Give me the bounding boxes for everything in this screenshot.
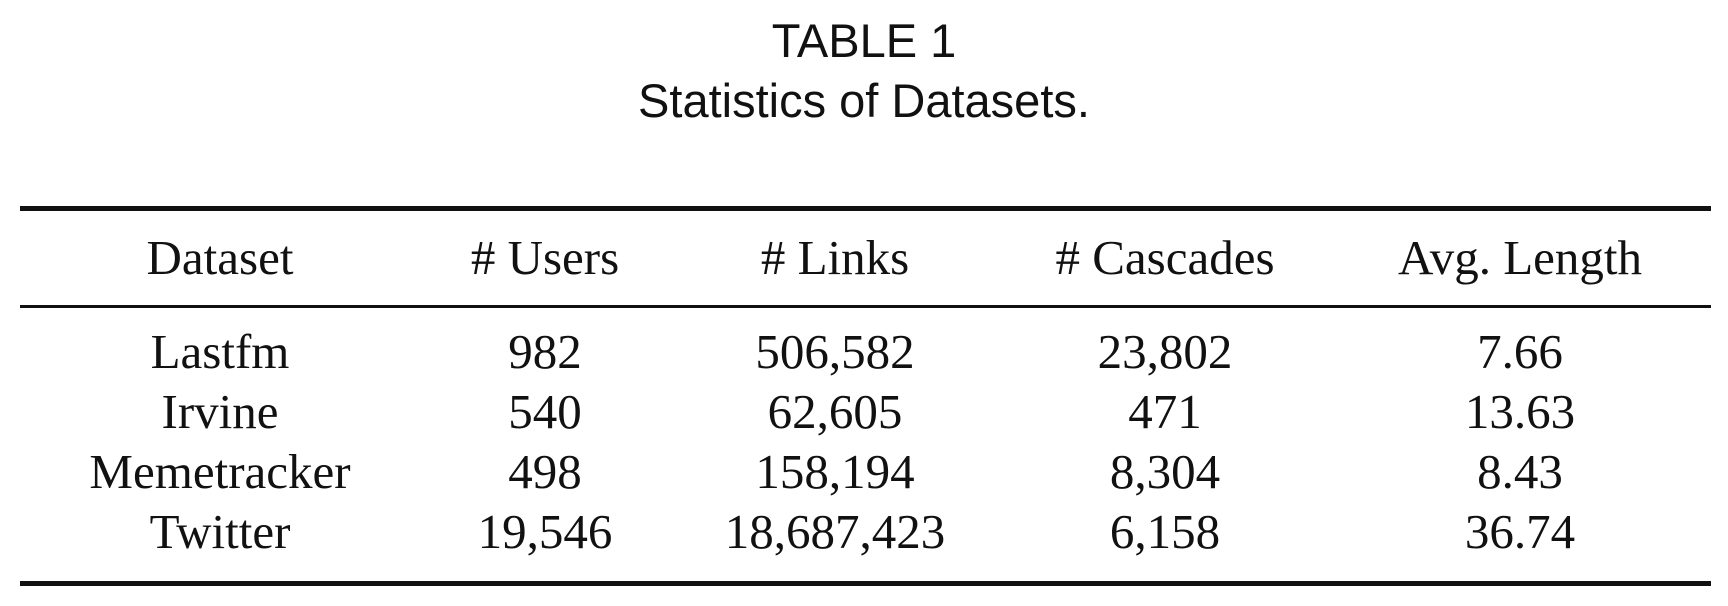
table-cell: 982	[508, 324, 582, 379]
column-header-avg-length: Avg. Length	[1397, 230, 1643, 285]
table-cell: 6,158	[1109, 504, 1221, 559]
table-cell: Memetracker	[89, 444, 351, 499]
table-cell: 18,687,423	[724, 504, 946, 559]
table-row: Memetracker 498 158,194 8,304 8.43	[0, 442, 1728, 502]
table-cell: 62,605	[767, 384, 903, 439]
table-cell: 498	[508, 444, 582, 499]
table-cell: 158,194	[755, 444, 915, 499]
column-header-dataset: Dataset	[146, 230, 294, 285]
table-cell: Irvine	[161, 384, 279, 439]
table-cell: 506,582	[755, 324, 915, 379]
table-cell: 19,546	[477, 504, 613, 559]
table-cell: 471	[1128, 384, 1202, 439]
table-row: Irvine 540 62,605 471 13.63	[0, 382, 1728, 442]
table-cell: Lastfm	[150, 324, 290, 379]
table-cell: 13.63	[1464, 384, 1576, 439]
column-header-cascades: # Cascades	[1055, 230, 1275, 285]
table-row: Twitter 19,546 18,687,423 6,158 36.74	[0, 502, 1728, 562]
table-header-row: Dataset # Users # Links # Cascades Avg. …	[0, 228, 1728, 288]
column-header-links: # Links	[760, 230, 910, 285]
table-row: Lastfm 982 506,582 23,802 7.66	[0, 322, 1728, 382]
table-cell: 8.43	[1477, 444, 1563, 499]
column-header-users: # Users	[470, 230, 620, 285]
table-title: Statistics of Datasets.	[638, 74, 1090, 127]
table-cell: 23,802	[1097, 324, 1233, 379]
table-cell: 8,304	[1109, 444, 1221, 499]
table-cell: 7.66	[1477, 324, 1563, 379]
bottom-rule	[20, 581, 1711, 586]
top-rule	[20, 206, 1711, 211]
table-cell: 36.74	[1464, 504, 1576, 559]
table-label: TABLE 1	[771, 14, 957, 67]
table-cell: 540	[508, 384, 582, 439]
table-cell: Twitter	[149, 504, 291, 559]
header-rule	[20, 305, 1711, 308]
